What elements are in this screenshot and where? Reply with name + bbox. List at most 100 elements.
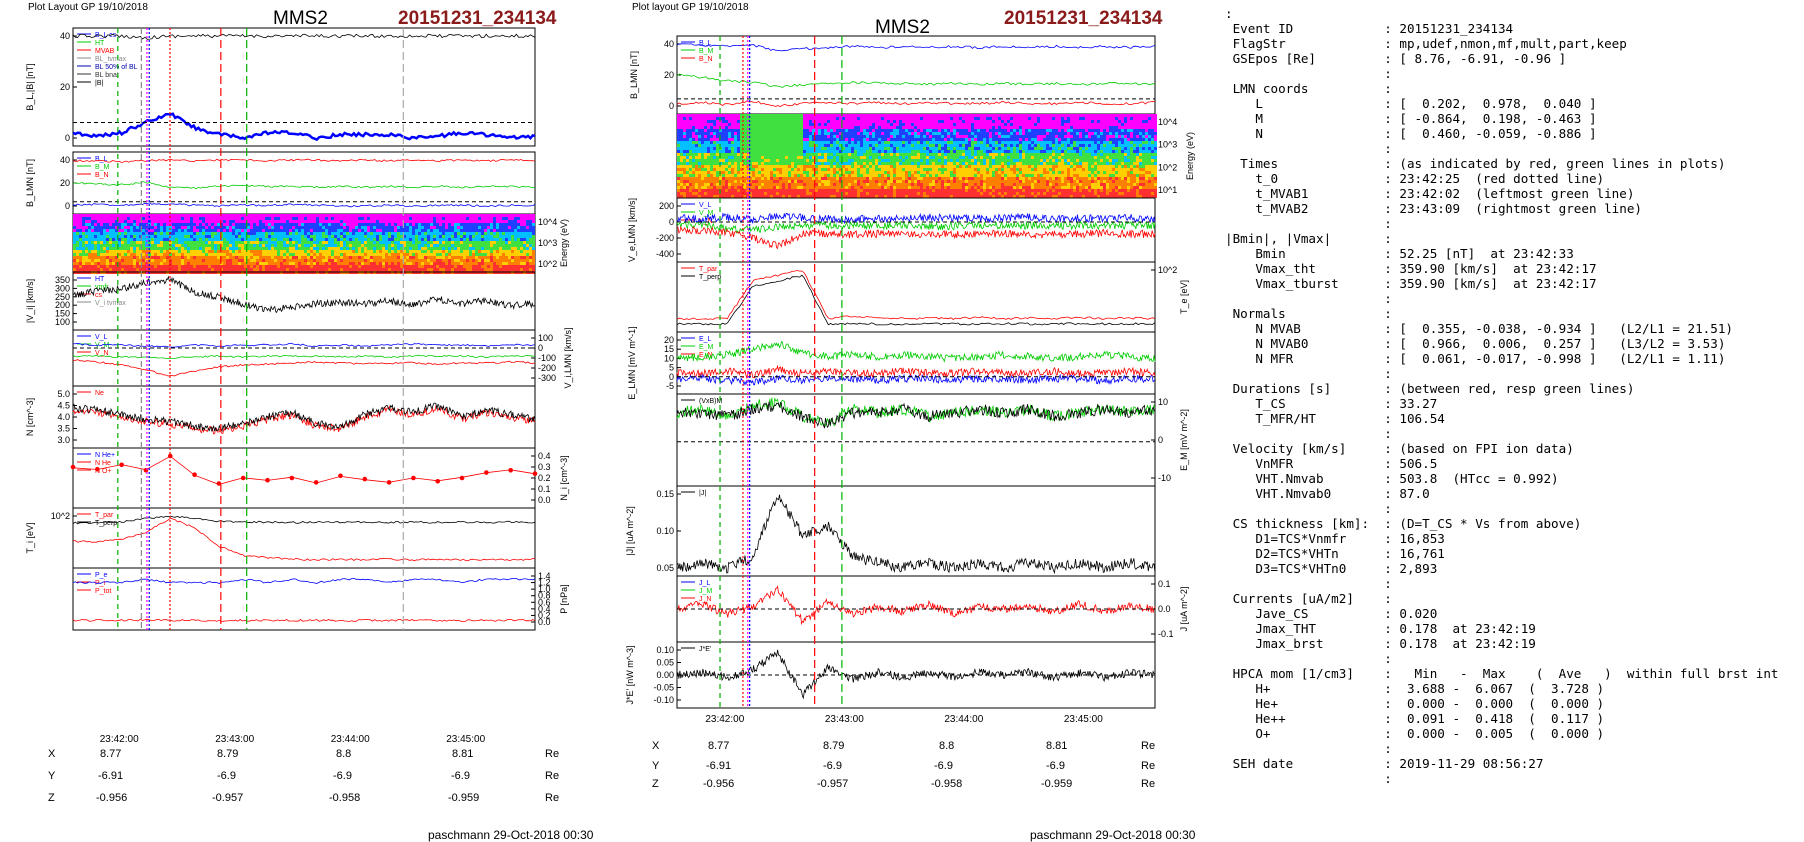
y-tick-label: 10^3 <box>1158 140 1177 150</box>
panel-mid-6: 100-10E_M [mV m^-2](VxB)M <box>677 394 1189 486</box>
series-line-B_M <box>73 182 535 189</box>
mid-coord-x-unit: Re <box>1141 740 1155 752</box>
panel-frame <box>677 332 1155 394</box>
y-axis-label: B_LMN [nT] <box>629 51 639 99</box>
summary-row: VHT.Nmvab0 : 87.0 <box>1225 486 1779 501</box>
mid-footer: paschmann 29-Oct-2018 00:30 <box>1030 828 1195 842</box>
legend-entry: MVAB <box>95 48 115 55</box>
y-tick-label: 3.0 <box>57 435 70 445</box>
summary-row: H+ : 3.688 - 6.067 ( 3.728 ) <box>1225 681 1779 696</box>
y-tick-label: 5.0 <box>57 389 70 399</box>
mid-coord-x-1: 8.79 <box>823 740 844 752</box>
series-line-T_par <box>677 271 1155 320</box>
y-axis-label: J*E' [nW m^-3] <box>625 646 635 705</box>
data-point <box>71 465 76 470</box>
y-tick-label: 40 <box>60 155 70 165</box>
spectrogram <box>73 214 535 274</box>
legend-entry: P_tot <box>95 588 111 595</box>
data-point <box>241 476 246 481</box>
summary-row: |Bmin|, |Vmax| : <box>1225 231 1779 246</box>
summary-row: Velocity [km/s] : (based on FPI ion data… <box>1225 441 1779 456</box>
y-tick-label: -10 <box>1158 473 1171 483</box>
time-tick-label: 23:44:00 <box>331 734 370 745</box>
series-line-T_par <box>73 518 535 561</box>
panel-frame <box>677 262 1155 332</box>
y-axis-label: |J| [uA m^-2] <box>625 506 635 555</box>
summary-row: t_0 : 23:42:25 (red dotted line) <box>1225 171 1779 186</box>
summary-row: L : [ 0.202, 0.978, 0.040 ] <box>1225 96 1779 111</box>
y-tick-label: 10 <box>1158 397 1168 407</box>
y-tick-label: 0.05 <box>656 563 674 573</box>
left-coord-label-y: Y <box>48 770 55 782</box>
y-axis-label: V_e,LMN [km/s] <box>627 198 637 262</box>
summary-row: LMN coords : <box>1225 81 1779 96</box>
legend-entry: T_par <box>95 512 114 519</box>
summary-row: : <box>1225 291 1779 306</box>
y-tick-label: 20 <box>60 82 70 92</box>
series-line-T_perp <box>73 516 535 524</box>
series-line-B_N <box>677 101 1155 107</box>
legend-entry: V_i tvmax <box>95 300 126 307</box>
y-tick-label: -200 <box>656 233 674 243</box>
data-point <box>387 480 392 485</box>
mid-coord-y-1: -6.9 <box>823 760 842 772</box>
left-coord-z-3: -0.959 <box>448 792 479 804</box>
left-coord-x-unit: Re <box>545 748 559 760</box>
legend-entry: |J| <box>699 490 706 497</box>
panel-frame <box>73 272 535 330</box>
mid-coord-y-3: -6.9 <box>1046 760 1065 772</box>
series-line-(VxB)M <box>677 402 1155 428</box>
y-axis-label: N_i [cm^-3] <box>559 455 569 500</box>
summary-row: He+ : 0.000 - 0.000 ( 0.000 ) <box>1225 696 1779 711</box>
y-axis-label: Energy (eV) <box>1185 132 1195 180</box>
legend-entry: B_N <box>95 172 109 179</box>
time-tick-label: 23:45:00 <box>1064 714 1103 725</box>
summary-row: D1=TCS*Vnmfr : 16,853 <box>1225 531 1779 546</box>
left-coord-x-3: 8.81 <box>452 748 473 760</box>
y-tick-label: 0.2 <box>538 473 551 483</box>
series-line-J_N <box>677 586 1155 623</box>
series-line-P_e <box>73 578 535 583</box>
left-coord-z-2: -0.958 <box>329 792 360 804</box>
data-point <box>119 463 124 468</box>
y-tick-label: 100 <box>55 317 70 327</box>
summary-row: Times : (as indicated by red, green line… <box>1225 156 1779 171</box>
left-coord-y-0: -6.91 <box>98 770 123 782</box>
y-tick-label: 0.4 <box>538 451 551 461</box>
y-tick-label: 3.5 <box>57 424 70 434</box>
summary-row: SEH date : 2019-11-29 08:56:27 <box>1225 756 1779 771</box>
summary-row: Jmax_THT : 0.178 at 23:42:19 <box>1225 621 1779 636</box>
y-tick-label: 200 <box>659 201 674 211</box>
legend-entry: E_L <box>699 336 712 343</box>
y-tick-label: 20 <box>60 178 70 188</box>
legend-entry: BL bnat <box>95 72 119 79</box>
time-tick-label: 23:44:00 <box>944 714 983 725</box>
series-line-V_L <box>73 343 535 347</box>
y-tick-label: 0.10 <box>656 526 674 536</box>
y-axis-label: E_M [mV m^-2] <box>1179 409 1189 471</box>
y-axis-label: V_i,LMN [km/s] <box>563 327 573 388</box>
summary-row: : <box>1225 741 1779 756</box>
y-tick-label: -400 <box>656 249 674 259</box>
y-tick-label: 0 <box>669 101 674 111</box>
mid-coord-x-3: 8.81 <box>1046 740 1067 752</box>
y-tick-label: -0.1 <box>1158 629 1174 639</box>
y-axis-label: N [cm^-3] <box>25 398 35 436</box>
summary-row: : <box>1225 66 1779 81</box>
series-line-V_N <box>73 360 535 377</box>
time-tick-label: 23:42:00 <box>100 734 139 745</box>
data-point <box>362 477 367 482</box>
data-point <box>460 476 465 481</box>
left-coord-y-3: -6.9 <box>451 770 470 782</box>
data-point <box>290 476 295 481</box>
summary-row: M : [ -0.864, 0.198, -0.463 ] <box>1225 111 1779 126</box>
left-coord-x-1: 8.79 <box>217 748 238 760</box>
left-coord-y-1: -6.9 <box>217 770 236 782</box>
mid-coord-z-2: -0.958 <box>931 778 962 790</box>
summary-row: : <box>1225 141 1779 156</box>
y-tick-label: 10^4 <box>1158 117 1177 127</box>
